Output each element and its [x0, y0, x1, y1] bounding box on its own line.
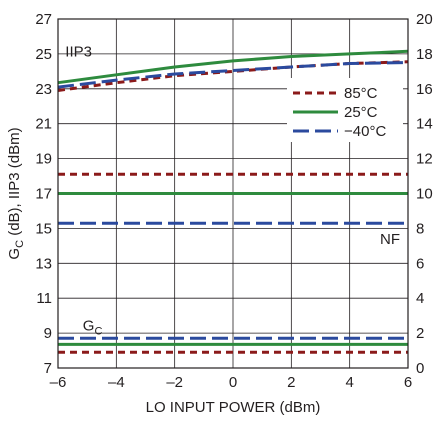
- y-left-tick-label: 7: [44, 360, 52, 377]
- legend-label: −40°C: [344, 123, 386, 140]
- gc-annotation-subscript: C: [94, 325, 102, 337]
- y-axis-title-rest: (dB), IIP3 (dBm): [6, 127, 23, 240]
- y-left-tick-label: 27: [35, 11, 52, 28]
- x-tick-label: 6: [404, 374, 412, 391]
- y-left-tick-label: 25: [35, 46, 52, 63]
- y-axis-left-title: GC (dB), IIP3 (dBm): [6, 127, 26, 259]
- y-right-tick-label: 16: [416, 81, 433, 98]
- x-tick-label: 2: [287, 374, 295, 391]
- gc-annotation: GC: [83, 317, 103, 337]
- y-left-tick-label: 15: [35, 220, 52, 237]
- y-left-tick-label: 23: [35, 81, 52, 98]
- iip3-annotation: IIP3: [65, 44, 92, 61]
- tick-labels: –6 –4 –2 0 2 4 6 7 9 11 13 15 17 19 21 23 25 27 0 2 4 6 8 10 12 1…: [35, 11, 432, 391]
- y-left-tick-label: 13: [35, 255, 52, 272]
- plot-frame: [57, 18, 409, 369]
- series-line-iip3: [57, 61, 409, 89]
- y-right-tick-label: 18: [416, 46, 433, 63]
- y-right-tick-label: 14: [416, 116, 433, 133]
- y-right-tick-label: 12: [416, 151, 433, 168]
- y-left-tick-label: 11: [36, 290, 52, 307]
- x-axis-title: LO INPUT POWER (dBm): [146, 399, 321, 416]
- legend-label: 85°C: [344, 85, 378, 102]
- series-line-iip3: [57, 49, 409, 85]
- y-right-tick-label: 20: [416, 11, 433, 28]
- y-axis-title-subscript: C: [14, 240, 26, 248]
- y-right-tick-label: 10: [416, 186, 433, 203]
- y-left-tick-label: 9: [44, 325, 52, 342]
- y-right-tick-label: 6: [416, 255, 424, 272]
- legend: 85°C 25°C −40°C: [287, 78, 403, 142]
- y-left-tick-label: 17: [35, 186, 52, 203]
- y-left-tick-label: 21: [35, 116, 52, 133]
- nf-annotation: NF: [380, 231, 400, 248]
- series-layer: [57, 49, 409, 354]
- y-right-tick-label: 0: [416, 360, 424, 377]
- x-tick-label: –6: [50, 374, 67, 391]
- y-left-tick-label: 19: [35, 151, 52, 168]
- x-tick-label: –4: [108, 374, 125, 391]
- x-tick-label: 4: [345, 374, 353, 391]
- y-right-tick-label: 8: [416, 220, 424, 237]
- legend-label: 25°C: [344, 104, 378, 121]
- y-axis-title-main: G: [6, 248, 23, 260]
- x-tick-label: –2: [166, 374, 183, 391]
- y-right-tick-label: 2: [416, 325, 424, 342]
- y-right-tick-label: 4: [416, 290, 424, 307]
- x-tick-label: 0: [229, 374, 237, 391]
- gc-annotation-main: G: [83, 317, 95, 334]
